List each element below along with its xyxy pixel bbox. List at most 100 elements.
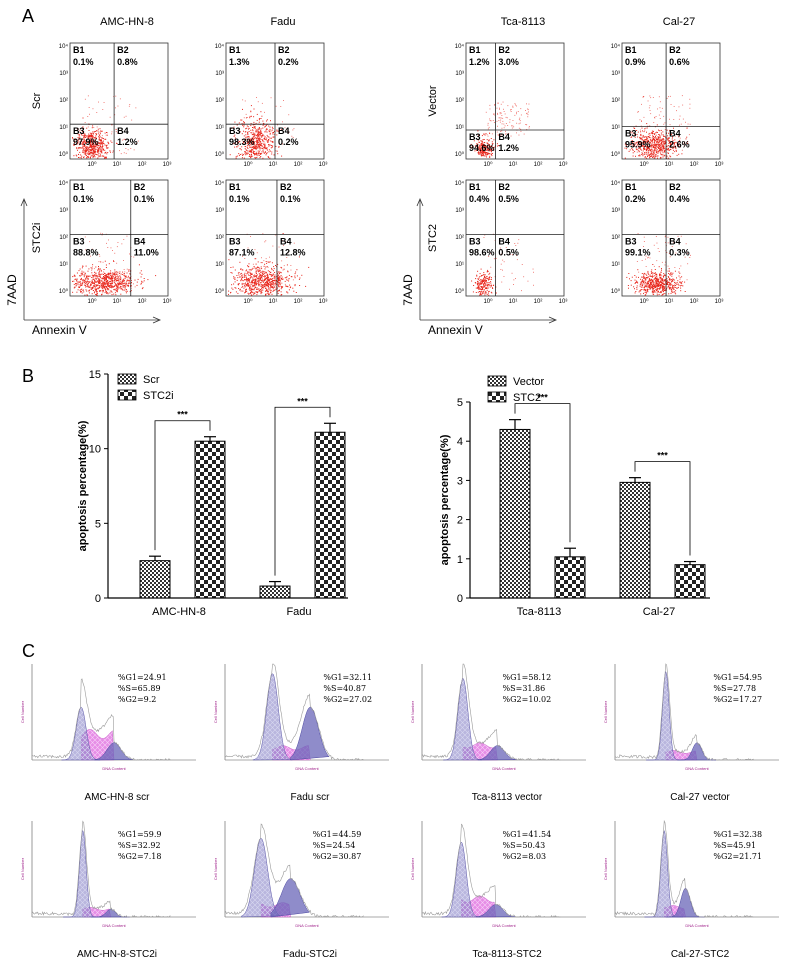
quadrant-b1-name: B1 xyxy=(469,45,481,55)
flow-y-tick: 10³ xyxy=(455,71,464,77)
hist-y-axis-label: Cell Number xyxy=(213,857,218,880)
raw-trace xyxy=(614,819,754,918)
bar xyxy=(139,560,171,599)
flow-x-tick: 10¹ xyxy=(269,299,278,305)
bar xyxy=(499,428,531,599)
significance-bracket xyxy=(634,461,691,556)
quadrant-b2-value: 0.2% xyxy=(278,57,299,67)
stat-g1: %G1=24.91 xyxy=(118,673,167,682)
stat-s: %S=27.78 xyxy=(713,684,756,693)
g1-peak xyxy=(63,829,102,918)
flow-x-tick: 10³ xyxy=(715,162,724,168)
quadrant-b3-value: 88.8% xyxy=(73,248,99,258)
flow-y-tick: 10² xyxy=(611,235,620,241)
quadrant-b1-value: 0.4% xyxy=(469,194,490,204)
quadrant-b4-name: B4 xyxy=(280,237,292,247)
flow-column-header: Tca-8113 xyxy=(501,16,545,28)
flow-y-tick: 10² xyxy=(455,235,464,241)
legend-swatch xyxy=(117,389,137,401)
flow-y-tick: 10⁴ xyxy=(611,180,621,187)
quadrant-b4-value: 2.6% xyxy=(669,140,690,150)
significance-bracket xyxy=(274,406,331,576)
flow-plot-frame xyxy=(465,179,565,297)
bar xyxy=(259,585,291,599)
flow-plot-frame xyxy=(621,179,721,297)
flow-x-axis-label: Annexin V xyxy=(428,323,483,337)
significance-bracket xyxy=(514,403,571,543)
quadrant-b1-value: 0.2% xyxy=(625,194,646,204)
g1-peak xyxy=(61,706,101,761)
legend-swatch xyxy=(117,373,137,385)
quadrant-b2-value: 0.4% xyxy=(669,194,690,204)
flow-y-tick: 10⁴ xyxy=(59,180,69,187)
axis-arrow-x-head xyxy=(548,316,558,324)
stat-g2: %G2=10.02 xyxy=(503,695,552,704)
g2-peak xyxy=(290,706,330,761)
flow-x-tick: 10³ xyxy=(163,299,172,305)
cell-cycle-histogram: Cell Number DNA Content %G1=59.9 %S=32.92 %G… xyxy=(20,820,196,960)
bar-y-tick: 1 xyxy=(457,554,463,566)
stat-g1: %G1=54.95 xyxy=(713,673,762,682)
panel-a-label: A xyxy=(22,6,34,26)
bar-y-axis-label: apoptosis percentage(%) xyxy=(77,420,89,551)
flow-x-tick: 10¹ xyxy=(509,299,518,305)
flow-y-tick: 10⁰ xyxy=(59,288,69,295)
panel-b-label: B xyxy=(22,366,34,386)
flow-x-tick: 10⁰ xyxy=(639,161,649,168)
stat-g2: %G2=17.27 xyxy=(713,695,762,704)
flow-y-tick: 10² xyxy=(611,98,620,104)
cell-cycle-histogram: Cell Number DNA Content %G1=41.54 %S=50.43%… xyxy=(410,821,586,960)
flow-y-tick: 10¹ xyxy=(455,125,464,131)
flow-y-tick: 10⁴ xyxy=(611,43,621,50)
legend-label: Scr xyxy=(143,374,160,386)
hist-x-axis-label: DNA Content xyxy=(685,923,709,928)
hist-x-axis-label: DNA Content xyxy=(102,923,126,928)
flow-y-tick: 10⁴ xyxy=(215,43,225,50)
quadrant-b2-name: B2 xyxy=(498,45,510,55)
flow-row-label: STC2i xyxy=(31,223,43,254)
quadrant-b2-name: B2 xyxy=(498,182,510,192)
g1-peak xyxy=(241,837,281,918)
g1-peak xyxy=(441,841,481,918)
flow-y-tick: 10³ xyxy=(455,208,464,214)
quadrant-b4-name: B4 xyxy=(498,132,510,142)
flow-x-tick: 10¹ xyxy=(113,299,122,305)
hist-y-axis-label: Cell Number xyxy=(20,857,25,880)
stat-g2: %G2=8.03 xyxy=(503,852,547,861)
g1-peak xyxy=(646,670,685,761)
g2-peak xyxy=(665,887,705,918)
quadrant-b4-value: 1.2% xyxy=(117,137,138,147)
event-dots xyxy=(228,233,310,296)
quadrant-b3-name: B3 xyxy=(625,129,637,139)
raw-trace xyxy=(224,663,364,761)
hist-x-axis-label: DNA Content xyxy=(295,923,319,928)
bar-y-tick: 0 xyxy=(457,593,463,605)
significance-bracket xyxy=(154,420,211,551)
flow-y-tick: 10² xyxy=(215,235,224,241)
raw-trace xyxy=(224,823,364,918)
raw-trace xyxy=(421,823,561,918)
flow-y-tick: 10⁰ xyxy=(59,151,69,158)
panel-a-flow-cytometry: A AMC-HN-8 Fadu Tca-8113 Cal-27 Scr STC2i Vecto… xyxy=(5,6,723,337)
hist-x-axis-label: DNA Content xyxy=(492,766,516,771)
legend-label: STC2 xyxy=(513,392,541,404)
flow-x-tick: 10⁰ xyxy=(483,298,493,305)
quadrant-b4-value: 0.5% xyxy=(498,248,519,258)
bar-y-tick: 5 xyxy=(95,518,101,530)
flow-y-tick: 10² xyxy=(215,98,224,104)
flow-y-axis-label: 7AAD xyxy=(5,274,19,306)
hist-y-axis-label: Cell Number xyxy=(410,700,415,723)
histogram-caption: Cal-27 vector xyxy=(670,792,730,803)
stat-g1: %G1=44.59 xyxy=(313,830,362,839)
event-dots xyxy=(72,95,139,159)
bar-y-axis-label: apoptosis percentage(%) xyxy=(439,434,451,565)
flow-column-header: Cal-27 xyxy=(663,16,695,28)
flow-x-tick: 10³ xyxy=(319,299,328,305)
quadrant-b4-name: B4 xyxy=(134,237,146,247)
bar-category-label: AMC-HN-8 xyxy=(152,606,206,618)
g2-peak xyxy=(94,742,133,761)
